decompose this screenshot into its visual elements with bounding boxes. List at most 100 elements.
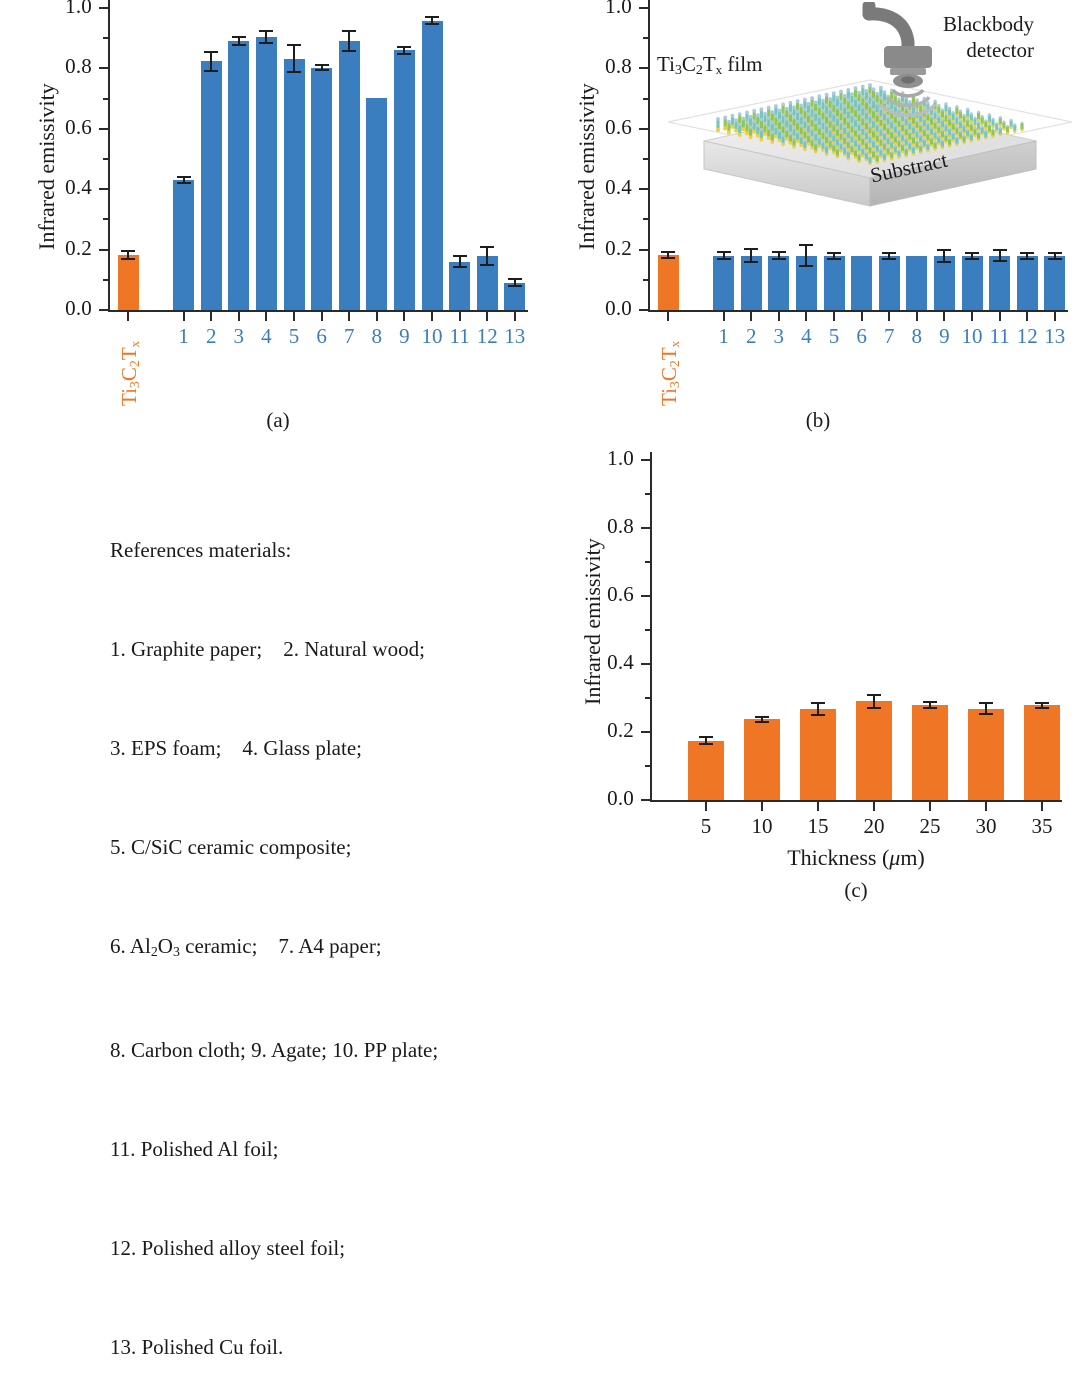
x-axis-tick (873, 802, 875, 811)
error-bar-cap (204, 69, 219, 72)
error-bar-cap (979, 713, 993, 716)
y-axis-tick-label: 1.0 (605, 0, 632, 18)
x-axis-tick-label: 4 (261, 324, 272, 348)
panel-a-plot-area: 0.0 0.2 0.4 0.6 0.8 1.0 Ti3C2Tx 1 2 3 4 5 6 7 8 9 10 11 12… (65, 0, 528, 406)
x-axis-tick-label: 11 (449, 324, 470, 348)
x-axis-tick (705, 802, 707, 811)
bar (713, 255, 735, 310)
inset-detector-label-line2: detector (966, 38, 1034, 62)
y-axis-spine (108, 0, 110, 311)
bar (912, 704, 948, 800)
error-bar-cap (716, 251, 731, 254)
x-axis-tick-label: 3 (233, 324, 245, 348)
x-axis-tick (833, 312, 835, 321)
y-axis-tick (641, 731, 650, 733)
error-bar (750, 248, 753, 263)
panel-b-plot-area: 0.0 0.2 0.4 0.6 0.8 1.0 Ti3C2Tx 1 2 3 4 5 6 7 8 9 10 11 12… (605, 0, 1068, 406)
error-bar-cap (204, 51, 219, 54)
reference-list-item: 1. Graphite paper; 2. Natural wood; (110, 637, 425, 661)
reference-list-item: 13. Polished Cu foil. (110, 1335, 284, 1360)
x-axis-tick-label: 8 (911, 324, 923, 348)
error-bar (320, 65, 323, 71)
x-axis-tick-label: 6 (316, 324, 327, 348)
error-bar (761, 716, 763, 723)
error-bar (1041, 702, 1043, 709)
y-axis-tick (639, 127, 648, 130)
y-axis-tick-label: 0.2 (607, 718, 634, 742)
inset-svg (667, 0, 1073, 207)
x-axis-tick (667, 312, 669, 321)
y-axis-minor-tick (645, 629, 650, 631)
panel-b-inset-schematic (660, 0, 1080, 212)
bar (989, 255, 1011, 310)
y-axis-tick (99, 67, 108, 70)
bar (744, 719, 780, 800)
y-axis-tick (641, 595, 650, 597)
error-bar-cap (1047, 257, 1062, 260)
x-axis-tick (513, 312, 516, 321)
error-bar-cap (121, 250, 135, 253)
x-axis-tick (929, 802, 931, 811)
y-axis-minor-tick (103, 97, 108, 100)
bar (311, 67, 333, 310)
error-bar-cap (992, 260, 1007, 263)
x-axis-tick (943, 312, 946, 321)
bar (968, 708, 1004, 800)
x-axis-tick (750, 312, 753, 321)
bar (795, 255, 817, 310)
error-bar-cap (397, 45, 412, 48)
error-bar (431, 17, 433, 25)
x-axis-tick (348, 312, 351, 321)
x-axis-tick-label: 8 (371, 324, 383, 348)
error-bar-cap (480, 245, 495, 248)
error-bar-cap (867, 706, 881, 709)
x-axis-tick (915, 312, 918, 321)
y-axis-tick-label: 0.6 (607, 582, 634, 606)
x-axis-tick (722, 312, 725, 321)
y-axis-minor-tick (103, 37, 108, 40)
x-axis-tick (237, 312, 240, 321)
y-axis-tick (99, 309, 108, 311)
reference-materials-legend: References materials: 1. Graphite paper;… (110, 468, 438, 1397)
y-axis-tick-label: 0.6 (605, 114, 632, 139)
panel-a-y-axis-title: Infrared emissivity (34, 83, 59, 250)
x-axis-tick (431, 312, 433, 321)
error-bar-cap (1035, 701, 1049, 704)
reference-list-item: 3. EPS foam; 4. Glass plate; (110, 736, 362, 760)
y-axis-tick (99, 248, 108, 251)
bar (740, 255, 762, 310)
x-axis-tick-label: 10 (421, 324, 443, 348)
y-axis-tick-label: 0.2 (605, 235, 632, 260)
y-axis-tick (639, 67, 648, 70)
y-axis-minor-tick (643, 37, 648, 40)
x-axis-tick-label: 5 (288, 324, 300, 348)
error-bar-cap (965, 257, 979, 260)
y-axis-minor-tick (645, 765, 650, 767)
x-axis-tick (860, 312, 863, 321)
error-bar-cap (937, 248, 952, 251)
error-bar (348, 31, 351, 52)
x-axis-tick (805, 312, 808, 321)
x-axis-tick-label: 12 (1016, 324, 1038, 348)
bar (173, 180, 195, 310)
x-axis-label-mxene: Ti3C2Tx (117, 340, 143, 406)
bar (255, 37, 277, 310)
error-bar-cap (937, 260, 952, 263)
error-bar-cap (716, 258, 731, 261)
x-axis-tick-label: 1 (718, 324, 729, 348)
x-axis-tick-label: 4 (801, 324, 812, 348)
error-bar (705, 737, 707, 744)
bar (688, 740, 724, 800)
x-axis-spine (650, 800, 1062, 802)
x-axis-tick-label: 20 (863, 814, 885, 838)
x-axis-tick-label: 9 (399, 324, 410, 348)
x-axis-tick-label: 30 (975, 814, 997, 838)
error-bar-cap (176, 182, 191, 185)
error-bar-cap (827, 251, 841, 254)
x-axis-tick-label: 15 (807, 814, 829, 838)
x-axis-tick (375, 312, 378, 321)
error-bar-cap (507, 278, 522, 281)
error-bar (486, 246, 489, 265)
error-bar-cap (882, 257, 897, 260)
bar (200, 61, 222, 310)
